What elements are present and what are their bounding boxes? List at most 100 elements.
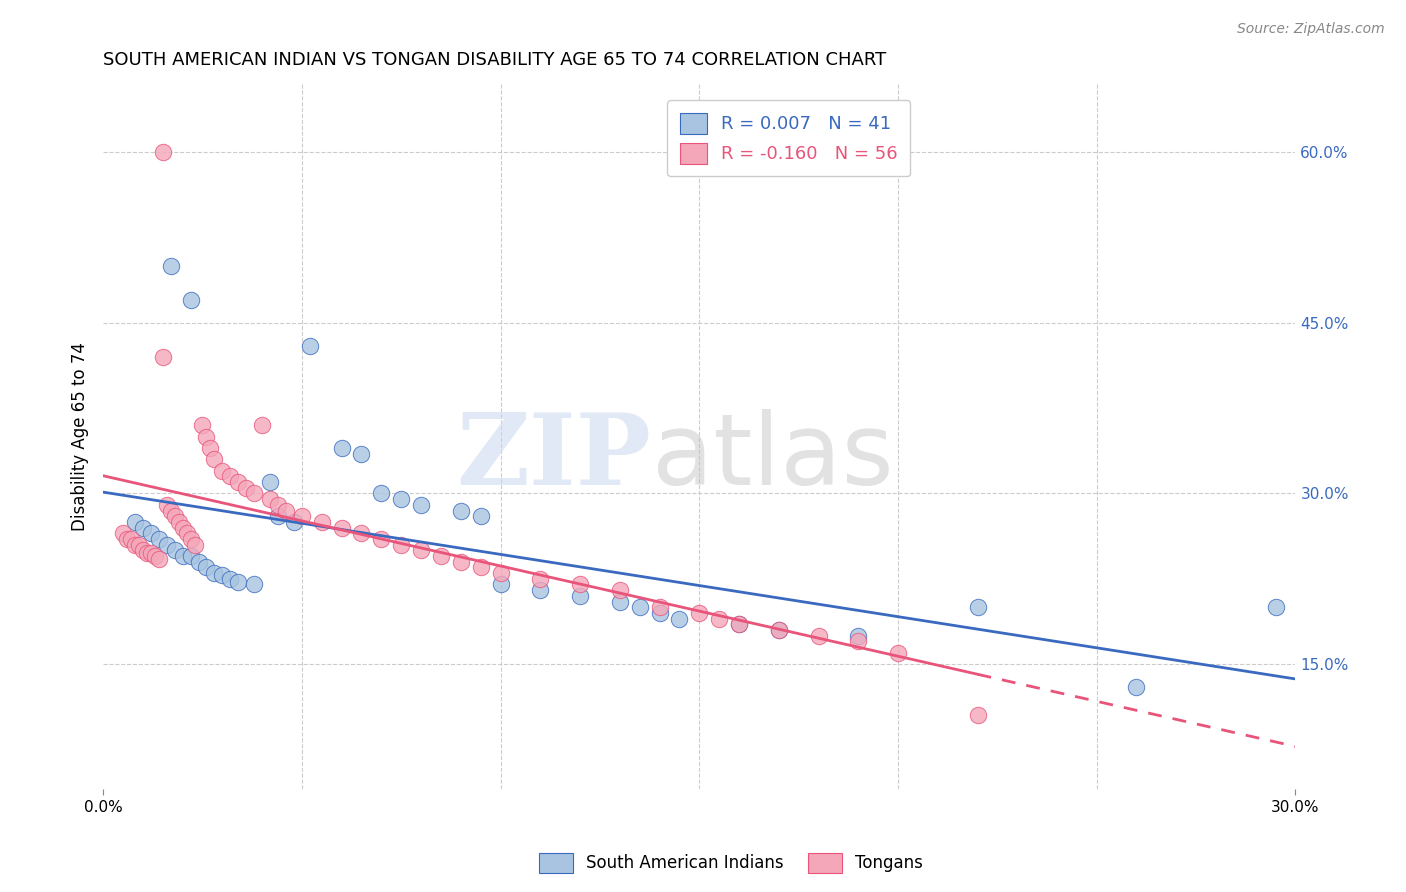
Point [389, 538, 412, 552]
Point [430, 549, 453, 563]
Point [291, 509, 314, 524]
Point [235, 481, 257, 495]
Point [152, 350, 174, 364]
Point [163, 543, 186, 558]
Point [370, 486, 392, 500]
Point [274, 503, 297, 517]
Point [172, 549, 194, 563]
Point [187, 555, 209, 569]
Point [529, 572, 551, 586]
Point [569, 589, 592, 603]
Point [267, 509, 290, 524]
Point [648, 600, 671, 615]
Point [330, 520, 353, 534]
Point [807, 629, 830, 643]
Point [409, 543, 432, 558]
Point [489, 566, 512, 580]
Point [707, 611, 730, 625]
Legend: South American Indians, Tongans: South American Indians, Tongans [533, 847, 929, 880]
Text: ZIP: ZIP [457, 409, 651, 507]
Point [250, 418, 273, 433]
Point [728, 617, 751, 632]
Point [219, 572, 242, 586]
Point [846, 629, 869, 643]
Point [156, 538, 179, 552]
Point [648, 606, 671, 620]
Point [966, 708, 988, 723]
Point [1264, 600, 1286, 615]
Point [450, 503, 472, 517]
Point [267, 498, 290, 512]
Point [846, 634, 869, 648]
Point [298, 339, 321, 353]
Point [219, 469, 242, 483]
Point [128, 538, 150, 552]
Point [124, 538, 146, 552]
Point [370, 532, 392, 546]
Point [609, 594, 631, 608]
Point [183, 538, 205, 552]
Point [159, 259, 181, 273]
Point [966, 600, 988, 615]
Point [159, 503, 181, 517]
Point [115, 532, 138, 546]
Point [139, 526, 162, 541]
Point [243, 486, 266, 500]
Point [135, 546, 157, 560]
Point [143, 549, 166, 563]
Point [330, 441, 353, 455]
Point [163, 509, 186, 524]
Point [768, 623, 790, 637]
Point [195, 560, 218, 574]
Point [409, 498, 432, 512]
Point [668, 611, 690, 625]
Point [148, 552, 170, 566]
Point [200, 441, 222, 455]
Point [350, 447, 373, 461]
Point [450, 555, 472, 569]
Point [124, 515, 146, 529]
Point [226, 575, 249, 590]
Point [259, 475, 281, 489]
Point [283, 515, 305, 529]
Text: atlas: atlas [651, 409, 893, 507]
Point [350, 526, 373, 541]
Point [243, 577, 266, 591]
Point [156, 498, 179, 512]
Point [176, 526, 198, 541]
Point [628, 600, 651, 615]
Point [311, 515, 333, 529]
Point [172, 520, 194, 534]
Point [139, 546, 162, 560]
Point [569, 577, 592, 591]
Point [152, 145, 174, 160]
Text: SOUTH AMERICAN INDIAN VS TONGAN DISABILITY AGE 65 TO 74 CORRELATION CHART: SOUTH AMERICAN INDIAN VS TONGAN DISABILI… [103, 51, 886, 69]
Text: Source: ZipAtlas.com: Source: ZipAtlas.com [1237, 22, 1385, 37]
Point [167, 515, 190, 529]
Point [132, 543, 155, 558]
Point [195, 429, 218, 443]
Point [132, 520, 155, 534]
Point [887, 646, 910, 660]
Point [728, 617, 751, 632]
Point [211, 568, 233, 582]
Point [470, 509, 492, 524]
Point [389, 492, 412, 507]
Point [529, 583, 551, 598]
Point [609, 583, 631, 598]
Point [120, 532, 142, 546]
Point [1125, 680, 1147, 694]
Point [226, 475, 249, 489]
Point [191, 418, 214, 433]
Point [148, 532, 170, 546]
Point [180, 549, 202, 563]
Point [259, 492, 281, 507]
Point [111, 526, 134, 541]
Point [202, 566, 225, 580]
Point [202, 452, 225, 467]
Point [211, 464, 233, 478]
Y-axis label: Disability Age 65 to 74: Disability Age 65 to 74 [72, 343, 89, 531]
Legend: R = 0.007   N = 41, R = -0.160   N = 56: R = 0.007 N = 41, R = -0.160 N = 56 [666, 100, 911, 177]
Point [688, 606, 710, 620]
Point [768, 623, 790, 637]
